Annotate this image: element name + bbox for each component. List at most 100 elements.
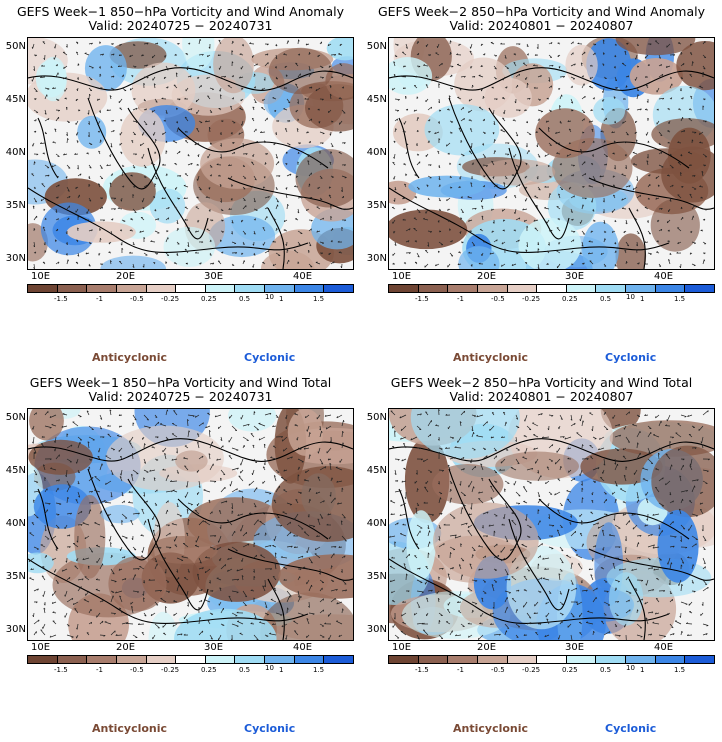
vorticity-blob bbox=[29, 409, 64, 441]
colorbar-unit: 10 bbox=[265, 293, 274, 301]
colorbar-label: 1.5 bbox=[313, 666, 325, 674]
colorbar-swatch bbox=[146, 656, 177, 663]
lon-label: 40E bbox=[293, 271, 313, 282]
lon-label: 10E bbox=[392, 642, 412, 653]
cyclonic-label: Cyclonic bbox=[244, 351, 296, 364]
colorbar-swatch bbox=[626, 285, 656, 292]
colorbar-unit: 10 bbox=[626, 293, 635, 301]
lat-label: 45N bbox=[366, 94, 387, 105]
coastline bbox=[37, 488, 59, 550]
panel-valid-dates: Valid: 20240725 − 20240731 bbox=[88, 389, 273, 404]
lat-label: 50N bbox=[5, 41, 26, 52]
lat-label: 35N bbox=[366, 200, 387, 211]
panel-valid-dates: Valid: 20240725 − 20240731 bbox=[88, 18, 273, 33]
colorbar-swatch bbox=[28, 656, 58, 663]
coastline bbox=[87, 468, 161, 561]
lat-label: 45N bbox=[5, 94, 26, 105]
colorbar-label: -1.5 bbox=[54, 666, 68, 674]
lon-label: 30E bbox=[204, 642, 224, 653]
vorticity-blob bbox=[406, 510, 436, 580]
colorbar-swatch bbox=[235, 285, 266, 292]
vorticity-map bbox=[388, 408, 715, 641]
colorbar-label: 0.5 bbox=[239, 666, 251, 674]
coastline bbox=[87, 97, 161, 190]
colorbar-label: -1 bbox=[96, 295, 103, 303]
vorticity-blob bbox=[268, 47, 333, 95]
vorticity-blob bbox=[163, 226, 216, 267]
coastline bbox=[28, 438, 353, 462]
coastline bbox=[588, 177, 714, 210]
coastline bbox=[389, 187, 670, 254]
colorbar-label: 1.5 bbox=[313, 295, 325, 303]
colorbar-swatch bbox=[685, 656, 715, 663]
colorbar-label: 1 bbox=[279, 295, 284, 303]
panel-valid-dates: Valid: 20240801 − 20240807 bbox=[449, 18, 634, 33]
vorticity-blob bbox=[108, 556, 167, 612]
colorbar-swatch bbox=[566, 656, 597, 663]
colorbar-swatch bbox=[116, 285, 147, 292]
wind-arrows bbox=[28, 409, 348, 640]
vorticity-blob bbox=[35, 59, 67, 98]
colorbar-label: -0.5 bbox=[130, 295, 144, 303]
vorticity-blob bbox=[424, 104, 500, 156]
colorbar-swatch bbox=[87, 285, 117, 292]
colorbar-label: 1 bbox=[640, 666, 645, 674]
vorticity-blob bbox=[208, 215, 276, 258]
vorticity-blob bbox=[287, 409, 324, 456]
vorticity-blob bbox=[260, 592, 353, 640]
vorticity-blob bbox=[192, 541, 281, 602]
colorbar-label: 0.5 bbox=[239, 295, 251, 303]
vorticity-blob bbox=[615, 38, 696, 56]
lon-label: 30E bbox=[565, 642, 585, 653]
colorbar-swatch bbox=[294, 656, 325, 663]
coastline bbox=[177, 127, 329, 169]
colorbar-label: 1 bbox=[279, 666, 284, 674]
coastline bbox=[628, 207, 646, 269]
cyclonic-label: Cyclonic bbox=[244, 722, 296, 735]
lon-label: 40E bbox=[654, 642, 674, 653]
colorbar bbox=[388, 655, 715, 664]
coastline bbox=[448, 468, 522, 561]
colorbar-label: 1 bbox=[640, 295, 645, 303]
panel-title: GEFS Week−2 850−hPa Vorticity and Wind A… bbox=[377, 4, 706, 19]
vorticity-blob bbox=[295, 149, 353, 208]
coastline bbox=[448, 97, 522, 190]
colorbar-swatch bbox=[655, 656, 686, 663]
coastline bbox=[37, 117, 59, 179]
vorticity-blob bbox=[28, 552, 54, 574]
vorticity-blob bbox=[119, 108, 166, 167]
vorticity-blob bbox=[149, 188, 186, 224]
lat-label: 30N bbox=[366, 624, 387, 635]
cyclonic-label: Cyclonic bbox=[605, 722, 657, 735]
coastline bbox=[147, 147, 209, 240]
lat-label: 40N bbox=[5, 518, 26, 529]
colorbar-label: 0.5 bbox=[600, 295, 612, 303]
vorticity-blob bbox=[100, 255, 166, 269]
anticyclonic-label: Anticyclonic bbox=[92, 351, 168, 364]
coastline bbox=[628, 578, 646, 640]
vorticity-blob bbox=[615, 233, 647, 269]
panel-week2-total: GEFS Week−2 850−hPa Vorticity and Wind T… bbox=[361, 371, 722, 742]
colorbar-label: 0.25 bbox=[562, 295, 578, 303]
lon-label: 30E bbox=[565, 271, 585, 282]
colorbar-swatch bbox=[537, 285, 567, 292]
vorticity-blob bbox=[432, 464, 504, 505]
colorbar-swatch bbox=[596, 656, 627, 663]
vorticity-blob bbox=[109, 172, 156, 211]
colorbar-label: -0.25 bbox=[522, 295, 541, 303]
vorticity-blob bbox=[593, 97, 626, 125]
colorbar-swatch bbox=[265, 656, 295, 663]
coastline bbox=[508, 518, 570, 611]
lon-label: 20E bbox=[116, 642, 136, 653]
coastline bbox=[398, 117, 420, 179]
coastline bbox=[28, 187, 309, 254]
lat-label: 35N bbox=[5, 200, 26, 211]
colorbar-swatch bbox=[596, 285, 627, 292]
panel-week2-anomaly: GEFS Week−2 850−hPa Vorticity and Wind A… bbox=[361, 0, 722, 371]
wind-arrows bbox=[391, 39, 708, 269]
colorbar-swatch bbox=[477, 285, 508, 292]
cyclonic-label: Cyclonic bbox=[605, 351, 657, 364]
lat-label: 45N bbox=[366, 465, 387, 476]
colorbar bbox=[27, 655, 354, 664]
colorbar-swatch bbox=[176, 285, 206, 292]
